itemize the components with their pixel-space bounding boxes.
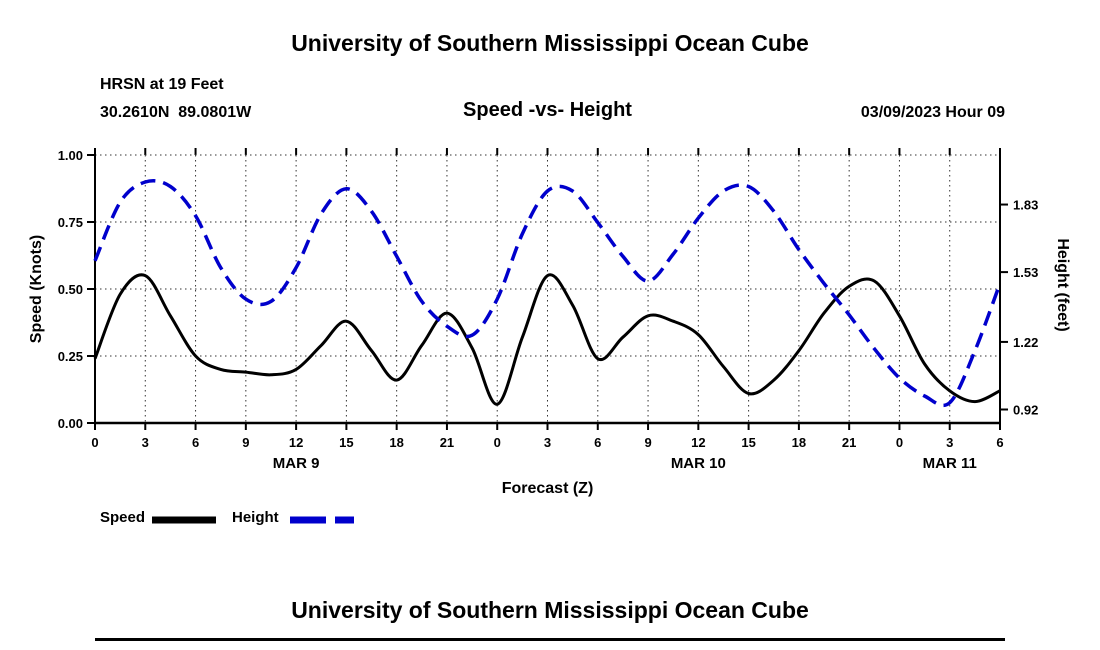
- svg-text:1.53: 1.53: [1013, 265, 1038, 280]
- svg-text:0.92: 0.92: [1013, 402, 1038, 417]
- svg-text:0.00: 0.00: [58, 416, 83, 431]
- svg-text:6: 6: [996, 435, 1003, 450]
- svg-text:15: 15: [741, 435, 755, 450]
- next-chart-title: University of Southern Mississippi Ocean…: [291, 597, 809, 623]
- svg-text:MAR 11: MAR 11: [923, 455, 977, 472]
- svg-text:0.25: 0.25: [58, 349, 83, 364]
- legend-speed-swatch: [152, 516, 216, 524]
- svg-text:21: 21: [440, 435, 454, 450]
- svg-text:18: 18: [792, 435, 806, 450]
- svg-text:0: 0: [494, 435, 501, 450]
- svg-text:0.50: 0.50: [58, 282, 83, 297]
- svg-text:3: 3: [544, 435, 551, 450]
- forecast-datetime-label: 03/09/2023 Hour 09: [860, 104, 1005, 121]
- svg-text:1.00: 1.00: [58, 148, 83, 163]
- svg-text:3: 3: [142, 435, 149, 450]
- svg-text:3: 3: [946, 435, 953, 450]
- legend-height-label: Height: [232, 509, 279, 526]
- chart-title: Speed -vs- Height: [463, 99, 632, 121]
- svg-text:15: 15: [339, 435, 353, 450]
- svg-text:9: 9: [644, 435, 651, 450]
- svg-text:0.75: 0.75: [58, 215, 83, 230]
- svg-text:12: 12: [289, 435, 303, 450]
- legend-height-swatch: [290, 516, 354, 524]
- svg-text:MAR 10: MAR 10: [671, 455, 726, 472]
- svg-text:1.22: 1.22: [1013, 335, 1038, 350]
- svg-text:MAR 9: MAR 9: [273, 455, 320, 472]
- x-axis-title: Forecast (Z): [501, 480, 594, 497]
- svg-text:6: 6: [192, 435, 199, 450]
- svg-text:9: 9: [242, 435, 249, 450]
- legend-speed-label: Speed: [100, 509, 146, 526]
- station-name-label: HRSN at 19 Feet: [100, 76, 224, 93]
- page-title: University of Southern Mississippi Ocean…: [291, 30, 809, 56]
- svg-text:21: 21: [842, 435, 856, 450]
- next-chart-top-border: [95, 638, 1005, 641]
- svg-text:1.83: 1.83: [1013, 198, 1038, 213]
- station-coordinates-label: 30.2610N 89.0801W: [100, 104, 252, 121]
- svg-text:12: 12: [691, 435, 705, 450]
- svg-text:0: 0: [896, 435, 903, 450]
- svg-text:0: 0: [91, 435, 98, 450]
- svg-text:18: 18: [389, 435, 403, 450]
- svg-text:6: 6: [594, 435, 601, 450]
